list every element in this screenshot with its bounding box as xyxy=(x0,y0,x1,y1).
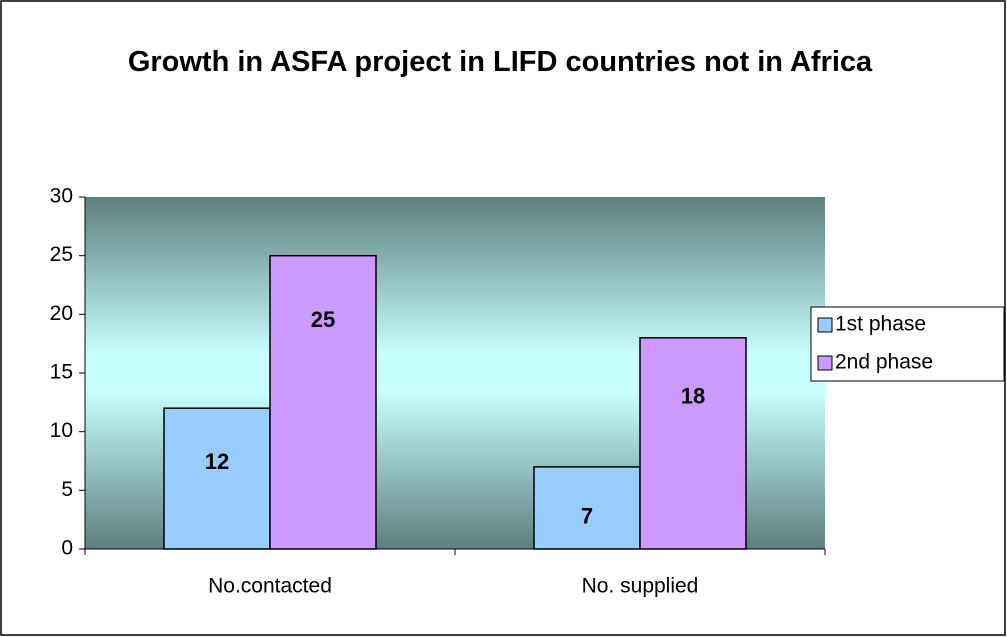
legend-label: 2nd phase xyxy=(835,351,933,374)
y-tick-label: 30 xyxy=(50,185,73,208)
y-tick-label: 25 xyxy=(50,243,73,266)
data-label: 25 xyxy=(311,307,335,332)
y-tick-label: 0 xyxy=(61,537,73,560)
data-label: 18 xyxy=(681,383,705,408)
y-tick-label: 15 xyxy=(50,361,73,384)
legend-swatch xyxy=(817,317,833,333)
legend-box xyxy=(810,306,1005,382)
data-label: 7 xyxy=(581,503,593,528)
chart-title: Growth in ASFA project in LIFD countries… xyxy=(127,46,873,78)
y-tick-label: 5 xyxy=(61,478,73,501)
bar xyxy=(269,254,377,550)
bar xyxy=(163,407,271,550)
y-tick-label: 10 xyxy=(50,419,73,442)
data-label: 12 xyxy=(205,449,229,474)
y-tick-label: 20 xyxy=(50,302,73,325)
legend-swatch xyxy=(817,355,833,371)
bar xyxy=(533,466,641,550)
legend-label: 1st phase xyxy=(835,313,926,336)
x-tick-label: No. supplied xyxy=(582,575,699,598)
x-tick-label: No.contacted xyxy=(208,575,332,598)
bar xyxy=(639,337,747,550)
